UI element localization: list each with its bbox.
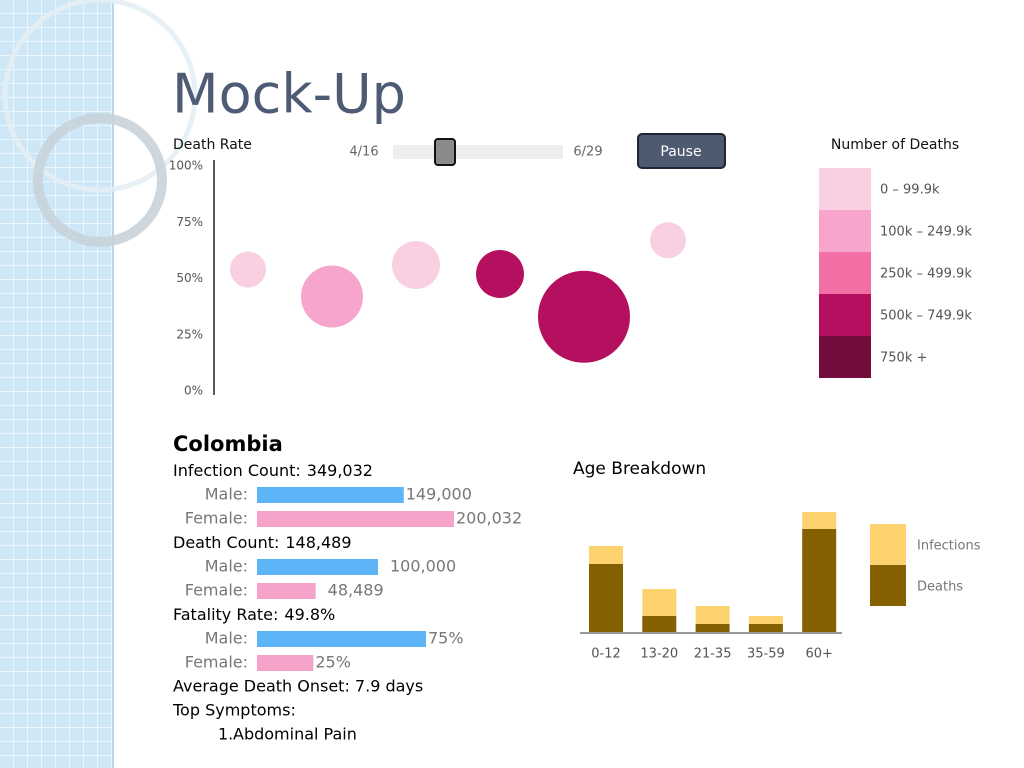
y-axis-title: Death Rate xyxy=(173,137,252,153)
detail-heading: Fatality Rate: 49.8% xyxy=(173,605,335,624)
symptom-number: 1. xyxy=(218,725,233,744)
y-tick-label: 75% xyxy=(176,215,203,229)
age-legend-swatch xyxy=(870,565,906,606)
detail-label: Infection Count: xyxy=(173,461,301,480)
detail-heading: Infection Count: 349,032 xyxy=(173,461,373,480)
detail-heading: Death Count: 148,489 xyxy=(173,533,352,552)
detail-label: Fatality Rate: xyxy=(173,605,278,624)
age-legend-label: Infections xyxy=(917,539,981,554)
deco-circle xyxy=(2,0,198,193)
row-value: 25% xyxy=(315,653,351,672)
pause-button-label[interactable]: Pause xyxy=(660,144,701,160)
legend-swatch xyxy=(819,294,871,336)
row-bar xyxy=(257,487,404,503)
row-bar xyxy=(257,631,426,647)
age-bar-segment xyxy=(642,616,677,632)
age-bar-segment xyxy=(589,546,623,564)
age-bar-segment xyxy=(695,624,730,632)
bubble xyxy=(230,251,266,288)
symptom: Abdominal Pain xyxy=(233,725,357,744)
bubble xyxy=(650,222,686,259)
row-value: 100,000 xyxy=(390,557,456,576)
bubble xyxy=(301,265,363,328)
age-legend-swatch xyxy=(870,524,906,565)
legend-label: 750k + xyxy=(880,351,927,366)
x-tick-label: 0-12 xyxy=(591,647,621,662)
legend-swatch xyxy=(819,336,871,378)
detail-total: 349,032 xyxy=(307,461,373,480)
legend-label: 500k – 749.9k xyxy=(880,309,972,324)
slider-track[interactable] xyxy=(393,145,563,159)
age-bar-segment xyxy=(802,529,837,632)
y-tick-label: 100% xyxy=(169,159,203,173)
slider-thumb[interactable] xyxy=(434,138,456,166)
row-value: 149,000 xyxy=(406,485,472,504)
legend-label: 100k – 249.9k xyxy=(880,225,972,240)
row-label: Female: xyxy=(185,581,248,600)
country-name: Colombia xyxy=(173,432,283,456)
onset: Average Death Onset: 7.9 days xyxy=(173,677,423,696)
age-bar-segment xyxy=(802,512,837,529)
pause-button[interactable]: Pause xyxy=(637,133,726,169)
age-legend-label: Deaths xyxy=(917,580,963,595)
y-tick-label: 0% xyxy=(184,384,203,398)
row-bar xyxy=(257,511,454,527)
age-bar-segment xyxy=(748,616,783,624)
row-label: Female: xyxy=(185,509,248,528)
y-tick-label: 25% xyxy=(176,327,203,341)
row-value: 75% xyxy=(428,629,464,648)
x-tick-label: 35-59 xyxy=(747,647,785,662)
legend-swatch xyxy=(819,168,871,210)
legend-label: 250k – 499.9k xyxy=(880,267,972,282)
detail-label: Death Count: xyxy=(173,533,279,552)
pause-button-bg[interactable] xyxy=(637,133,726,169)
title: Mock-Up xyxy=(172,63,406,126)
age-bar-segment xyxy=(695,606,730,624)
slider-end: 6/29 xyxy=(573,145,602,160)
x-tick-label: 21-35 xyxy=(694,647,732,662)
bubble xyxy=(538,270,630,363)
row-label: Male: xyxy=(205,485,248,504)
detail-total: 49.8% xyxy=(284,605,335,624)
legend-label: 0 – 99.9k xyxy=(880,183,940,198)
legend-title: Number of Deaths xyxy=(831,137,959,153)
x-tick-label: 60+ xyxy=(805,647,832,662)
age-chart-title: Age Breakdown xyxy=(573,459,706,479)
row-bar xyxy=(257,655,314,671)
bubble xyxy=(392,241,440,289)
detail-total: 148,489 xyxy=(285,533,351,552)
side-decoration xyxy=(0,0,113,768)
row-bar xyxy=(257,559,378,575)
legend-swatch xyxy=(819,210,871,252)
y-tick-label: 50% xyxy=(176,271,203,285)
age-bar-segment xyxy=(642,589,677,616)
bubble xyxy=(476,250,524,298)
row-label: Female: xyxy=(185,653,248,672)
row-bar xyxy=(257,583,316,599)
row-value: 48,489 xyxy=(328,581,384,600)
age-bar-segment xyxy=(589,564,623,632)
symptoms-label: Top Symptoms: xyxy=(172,701,296,720)
row-label: Male: xyxy=(205,629,248,648)
x-tick-label: 13-20 xyxy=(640,647,678,662)
row-label: Male: xyxy=(205,557,248,576)
legend-swatch xyxy=(819,252,871,294)
slider-start: 4/16 xyxy=(349,145,378,160)
deco-circle xyxy=(33,113,167,247)
age-bar-segment xyxy=(748,624,783,632)
row-value: 200,032 xyxy=(456,509,522,528)
